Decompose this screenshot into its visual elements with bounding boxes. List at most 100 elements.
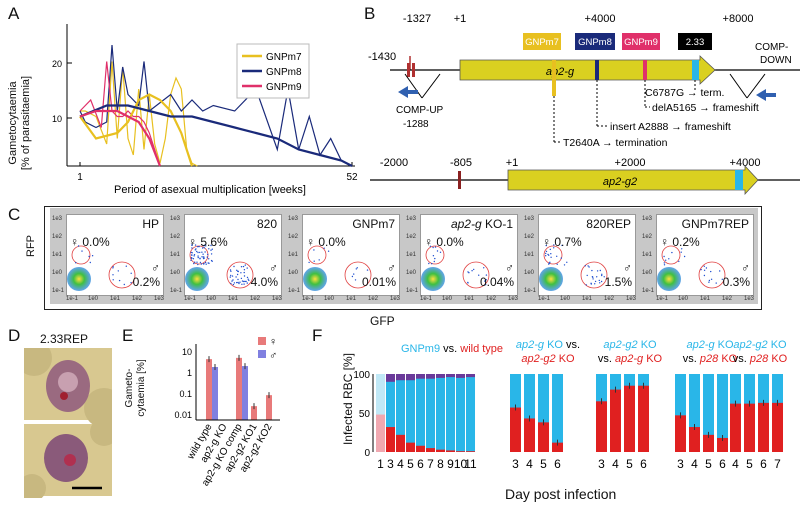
- f-ytick-0: 0: [364, 448, 370, 459]
- e-bar-female-0: [206, 359, 212, 420]
- event-dot: [545, 252, 547, 255]
- flow-xtick: 1e2: [132, 296, 143, 302]
- panel-c-xlabel: GFP: [370, 314, 395, 328]
- event-dot: [586, 274, 588, 277]
- f-g2-t1b: KO: [544, 339, 563, 351]
- svg-text:vs. p28 KO: vs. p28 KO: [733, 353, 788, 365]
- event-dot: [323, 247, 325, 249]
- panel-b-label: B: [364, 4, 376, 23]
- event-dot: [205, 263, 207, 265]
- event-dot: [77, 245, 80, 247]
- event-dot: [308, 261, 310, 264]
- event-dot: [434, 257, 436, 260]
- flow-xtick: 1e2: [604, 296, 615, 302]
- event-dot: [230, 270, 232, 272]
- flow-plot-name: HP: [142, 217, 159, 231]
- event-dot: [199, 258, 201, 260]
- legend-gnpm8: GNPm8: [242, 67, 302, 78]
- flow-ytick: 1e3: [642, 216, 653, 222]
- flow-ytick: 1e1: [52, 252, 63, 258]
- event-dot: [433, 260, 435, 263]
- event-dot: [590, 283, 592, 285]
- flow-plot-area: GNPm7 ♀ 0.0% ♂ 0.01%: [302, 214, 400, 296]
- panel-a-xlabel: Period of asexual multiplication [weeks]: [114, 184, 306, 196]
- panel-b-diagram: -1327 +1 +4000 +8000 -1430 ap2-g GNPm7 G…: [368, 13, 800, 196]
- pos-minus-1327: -1327: [403, 13, 431, 25]
- f-day-4-0: 4: [732, 457, 739, 471]
- event-dot: [207, 253, 209, 256]
- event-dot: [561, 244, 563, 247]
- f-g2-l2a: ap2-g2: [521, 353, 555, 365]
- event-dot: [485, 279, 487, 281]
- flow-plot-1: HP ♀ 0.0% ♂ 0.2% 1e3 1e2 1e1 1e0 1e-1 1e-1 1e0 1e1 1…: [50, 208, 168, 304]
- event-dot: [201, 247, 204, 249]
- event-dot: [203, 245, 205, 247]
- flow-xtick: 1e0: [88, 296, 99, 302]
- box-gnpm9: [622, 33, 660, 50]
- f-bar-red-2-1: [610, 389, 621, 452]
- event-dot: [485, 284, 487, 286]
- event-dot: [125, 265, 127, 267]
- flow-plot-area: 820 ♀ 5.6% ♂ 4.0%: [184, 214, 282, 296]
- event-dot: [198, 245, 200, 248]
- event-dot: [715, 282, 717, 284]
- event-dot: [545, 255, 547, 257]
- flow-ytick: 1e-1: [52, 288, 65, 294]
- f-g2-t1: ap2-g: [516, 339, 545, 351]
- event-dot: [197, 246, 199, 248]
- event-dot: [603, 276, 605, 278]
- flow-xtick: 1e0: [442, 296, 453, 302]
- male-gate: [344, 261, 372, 289]
- f-bar-purple-0-7: [446, 374, 455, 378]
- event-dot: [432, 246, 434, 249]
- pos-plus-1: +1: [454, 13, 467, 25]
- flow-ytick: 1e0: [642, 270, 653, 276]
- f-day-1-3: 6: [554, 457, 561, 471]
- event-dot: [478, 274, 480, 276]
- flow-xtick: 1e0: [678, 296, 689, 302]
- f-day-4-3: 7: [774, 457, 781, 471]
- panel-c-label: C: [8, 205, 21, 224]
- event-dot: [356, 267, 358, 269]
- flow-xtick: 1e1: [700, 296, 711, 302]
- event-dot: [91, 255, 94, 257]
- event-dot: [239, 281, 241, 283]
- f-bar-purple-0-8: [456, 374, 465, 378]
- gene1-label: ap2-g: [546, 66, 575, 78]
- event-dot: [599, 269, 601, 272]
- comp-up-label: COMP-UP: [396, 105, 444, 116]
- panel-e-ylabel-line2: cytaemia [%]: [136, 359, 147, 417]
- flow-male-pct: ♂ 0.04%: [479, 261, 514, 289]
- f-bar-blue-0-5: [426, 374, 435, 452]
- event-dot: [230, 282, 232, 285]
- f-bar-red-0-9: [466, 451, 475, 452]
- event-dot: [117, 270, 119, 272]
- f-bar-purple-0-4: [416, 374, 425, 379]
- f-bar-blue-3-2: [703, 374, 714, 452]
- f-bar-red-0-2: [396, 434, 405, 452]
- flow-female-pct: ♀ 0.2%: [660, 235, 700, 249]
- f-bar-purple-0-9: [466, 374, 475, 378]
- event-dot: [245, 280, 247, 283]
- f-bar-red-4-1: [744, 403, 755, 452]
- event-dot: [238, 282, 240, 285]
- f-day-1-1: 4: [526, 457, 533, 471]
- flow-ytick: 1e-1: [406, 288, 419, 294]
- event-dot: [244, 264, 246, 266]
- event-dot: [703, 274, 706, 277]
- pos-plus-8000: +8000: [723, 13, 754, 25]
- event-dot: [467, 271, 469, 273]
- flow-xtick: 1e-1: [420, 296, 433, 302]
- event-dot: [596, 270, 599, 272]
- box-gnpm8-label: GNPm8: [578, 37, 612, 48]
- f-bar-red-0-7: [446, 450, 455, 452]
- marker-805: [458, 171, 461, 189]
- f-bar-red-1-2: [538, 422, 549, 452]
- legend-gnpm9: GNPm9: [242, 82, 302, 93]
- flow-gates: [421, 245, 490, 291]
- panel-a-series-gnpm9-smoothed-: [79, 109, 162, 167]
- flow-ytick: 1e3: [170, 216, 181, 222]
- flow-ytick: 1e-1: [170, 288, 183, 294]
- f-bar-red-4-0: [730, 403, 741, 452]
